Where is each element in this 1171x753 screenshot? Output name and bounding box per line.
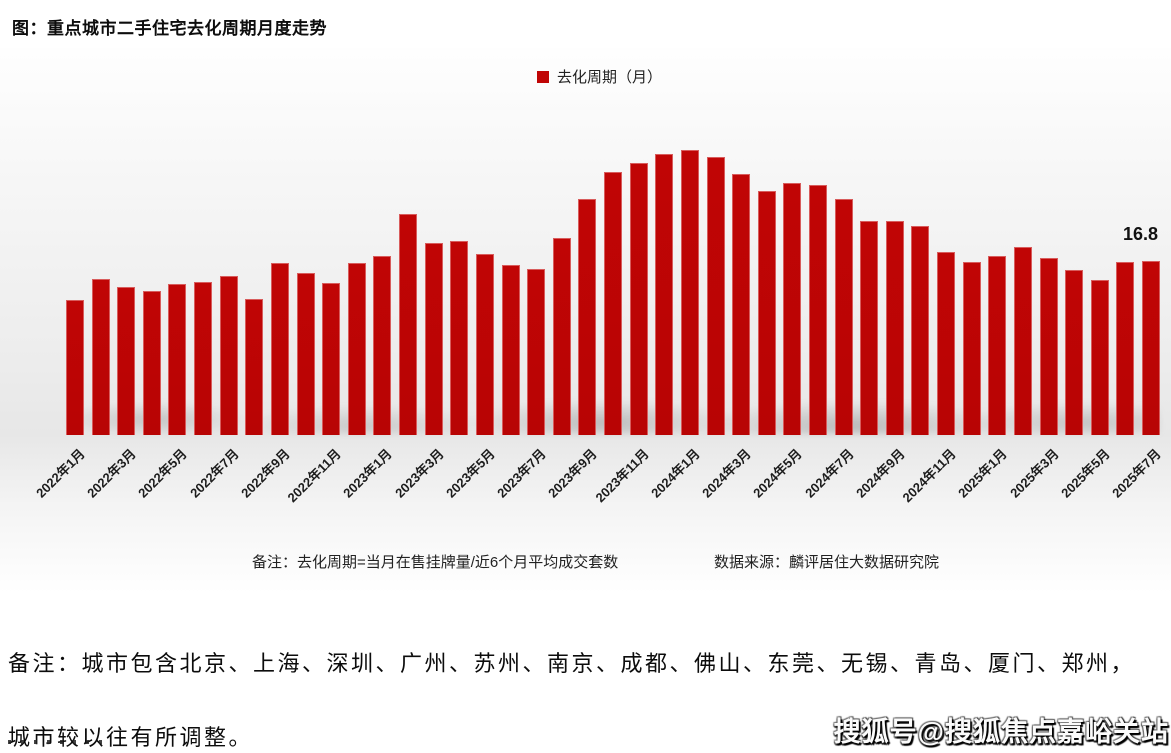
footer-note-line1: 备注：城市包含北京、上海、深圳、广州、苏州、南京、成都、佛山、东莞、无锡、青岛、… — [8, 652, 1136, 677]
chart-title: 图：重点城市二手住宅去化周期月度走势 — [12, 19, 327, 38]
chart-note: 备注：去化周期=当月在售挂牌量/近6个月平均成交套数 — [252, 554, 619, 571]
bar-2023年10月 — [604, 172, 622, 435]
bar-2022年10月 — [297, 273, 315, 435]
bar-2023年8月 — [553, 238, 571, 435]
bar-2022年12月 — [348, 263, 366, 435]
bar-2024年4月 — [758, 191, 776, 435]
bar-2024年7月 — [835, 199, 853, 435]
bar-2025年5月 — [1091, 280, 1109, 435]
bar-2023年12月 — [655, 154, 673, 435]
bar-2024年10月 — [911, 226, 929, 435]
bar-2023年5月 — [476, 254, 494, 435]
bar-2023年1月 — [373, 256, 391, 435]
bar-2022年8月 — [245, 299, 263, 435]
bar-2025年6月 — [1116, 262, 1134, 435]
bar-2023年7月 — [527, 269, 545, 435]
bar-2024年5月 — [783, 183, 801, 435]
bar-2025年1月 — [988, 256, 1006, 435]
bar-2022年1月 — [66, 300, 84, 435]
bar-2023年11月 — [630, 163, 648, 435]
legend: 去化周期（月） — [0, 66, 1171, 87]
bar-2025年2月 — [1014, 247, 1032, 435]
bar-2024年11月 — [937, 252, 955, 435]
bar-2023年6月 — [502, 265, 520, 435]
last-value-label: 16.8 — [1122, 224, 1158, 244]
chart-notes: 备注：去化周期=当月在售挂牌量/近6个月平均成交套数 数据来源：麟评居住大数据研… — [0, 551, 1171, 571]
bar-2024年1月 — [681, 150, 699, 435]
bar-2024年2月 — [707, 157, 725, 435]
bar-2022年5月 — [168, 284, 186, 435]
bar-2022年3月 — [117, 287, 135, 435]
bar-2024年9月 — [886, 221, 904, 435]
legend-swatch-icon — [536, 70, 549, 83]
x-axis-labels: 2022年1月 2022年3月 2022年5月 2022年7月 2022年9月 2022年… — [33, 446, 1164, 505]
footer-note-line2: 城市较以往有所调整。 — [8, 726, 254, 751]
data-source: 数据来源：麟评居住大数据研究院 — [714, 554, 940, 571]
bar-2022年7月 — [220, 276, 238, 435]
legend-label: 去化周期（月） — [556, 69, 662, 86]
bar-2023年9月 — [578, 199, 596, 435]
bar-2023年3月 — [425, 243, 443, 435]
bar-2025年7月 — [1142, 261, 1160, 435]
bar-2023年2月 — [399, 214, 417, 435]
bar-2022年9月 — [271, 263, 289, 435]
bar-2022年2月 — [92, 279, 110, 435]
bar-2022年11月 — [322, 283, 340, 435]
bar-2022年6月 — [194, 282, 212, 435]
legend-item: 去化周期（月） — [536, 66, 662, 87]
watermark: 搜狐号@搜狐焦点嘉峪关站 — [833, 717, 1169, 747]
bar-2024年8月 — [860, 221, 878, 435]
bar-2024年3月 — [732, 174, 750, 435]
bar-2024年6月 — [809, 185, 827, 435]
bar-2025年4月 — [1065, 270, 1083, 435]
bar-2023年4月 — [450, 241, 468, 435]
bar-2025年3月 — [1040, 258, 1058, 435]
bars-container — [66, 120, 1160, 435]
bar-2022年4月 — [143, 291, 161, 435]
cutoff-text-marks — [8, 740, 104, 744]
bar-2024年12月 — [963, 262, 981, 435]
